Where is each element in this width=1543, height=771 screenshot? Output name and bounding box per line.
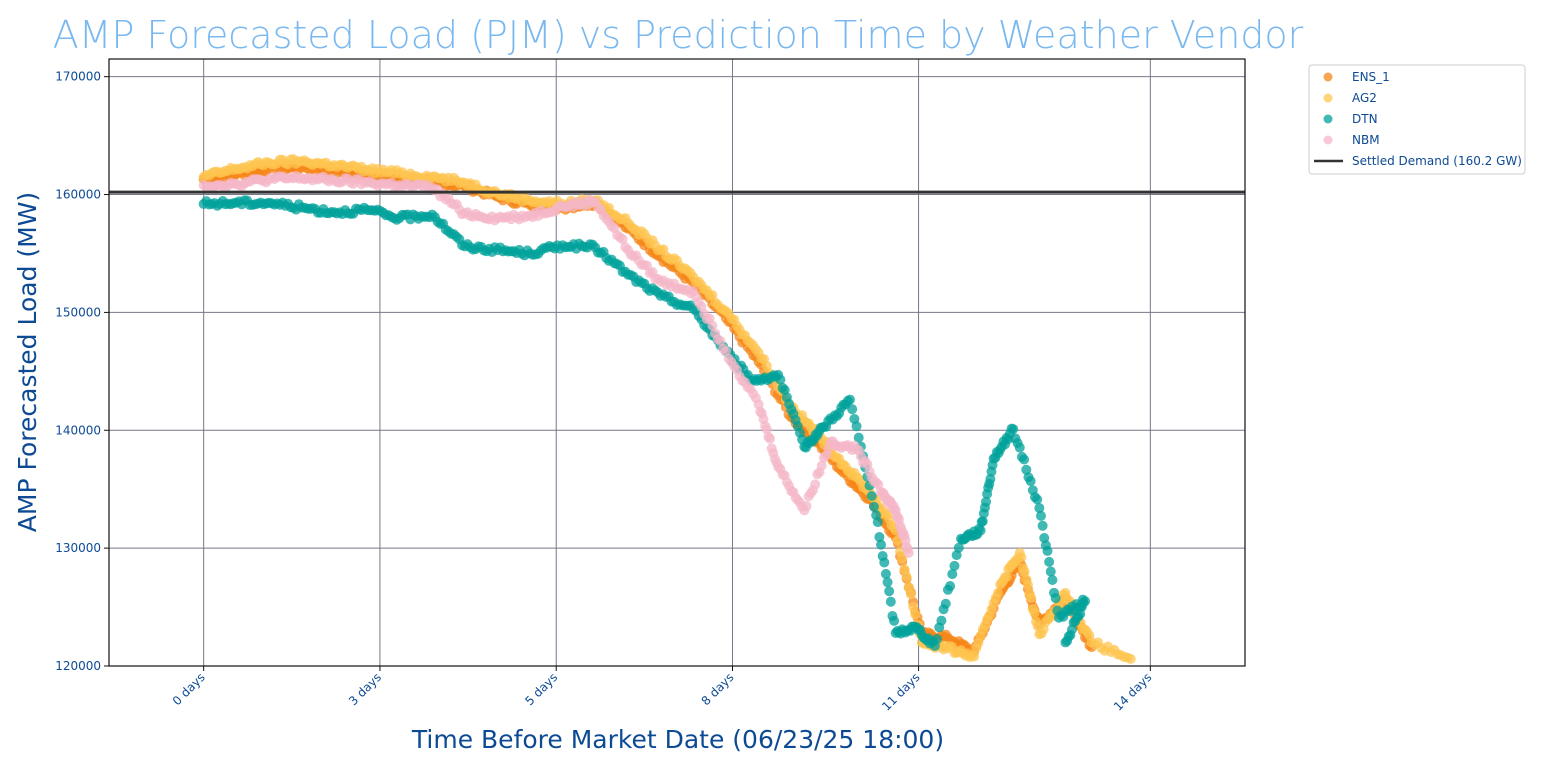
y-tick-label: 160000	[55, 188, 101, 202]
data-point	[1025, 476, 1036, 487]
data-point	[969, 651, 980, 662]
data-point	[981, 496, 992, 507]
data-point	[889, 615, 900, 626]
data-point	[874, 531, 885, 542]
data-point	[1021, 464, 1032, 475]
data-point	[975, 525, 986, 536]
data-point	[936, 615, 947, 626]
legend-label: ENS_1	[1352, 70, 1390, 84]
data-point	[851, 421, 862, 432]
data-point	[847, 404, 858, 415]
legend-label: DTN	[1352, 112, 1378, 126]
data-point	[1050, 593, 1061, 604]
data-point	[1026, 592, 1037, 603]
series-dtn	[198, 195, 1091, 651]
data-point	[853, 432, 864, 443]
data-point	[775, 374, 786, 385]
data-point	[1044, 556, 1055, 567]
data-point	[801, 501, 812, 512]
series-ag2	[198, 154, 1136, 664]
data-point	[1042, 545, 1053, 556]
data-point	[879, 557, 890, 568]
data-point	[866, 491, 877, 502]
data-point	[1060, 637, 1071, 648]
data-point	[882, 577, 893, 588]
y-axis-label: AMP Forecasted Load (MW)	[13, 192, 42, 532]
data-point	[707, 320, 718, 331]
data-point	[1016, 552, 1027, 563]
grid	[109, 59, 1245, 667]
data-point	[885, 596, 896, 607]
y-tick-label: 150000	[55, 305, 101, 319]
data-point	[845, 394, 856, 405]
data-point	[1022, 579, 1033, 590]
data-point	[992, 587, 1003, 598]
data-point	[1034, 503, 1045, 514]
data-point	[715, 336, 726, 347]
legend-box	[1308, 64, 1526, 175]
data-point	[868, 501, 879, 512]
legend: ENS_1 AG2 DTN NBM Settled Demand (160.2 GW)	[1308, 64, 1526, 175]
y-tick-label: 170000	[55, 70, 101, 84]
data-point	[880, 568, 891, 579]
data-point	[1008, 424, 1019, 435]
legend-marker	[1323, 72, 1333, 82]
data-point	[816, 460, 827, 471]
series-nbm	[198, 170, 914, 558]
y-tick-label: 120000	[55, 659, 101, 673]
x-tick-label: 5 days	[522, 670, 560, 708]
x-tick-label: 3 days	[346, 670, 384, 708]
data-points	[198, 154, 1136, 664]
data-point	[1019, 454, 1030, 465]
data-point	[1001, 572, 1012, 583]
y-axis: 120000 130000 140000 150000 160000 170000	[55, 70, 109, 673]
data-point	[897, 553, 908, 564]
data-point	[1047, 574, 1058, 585]
data-point	[905, 589, 916, 600]
data-point	[945, 581, 956, 592]
x-tick-label: 0 days	[170, 670, 208, 708]
data-point	[949, 560, 960, 571]
data-point	[884, 586, 895, 597]
data-point	[1029, 607, 1040, 618]
data-point	[985, 473, 996, 484]
legend-label: NBM	[1352, 133, 1380, 147]
data-point	[947, 569, 958, 580]
legend-label: AG2	[1352, 91, 1377, 105]
x-tick-label: 11 days	[879, 670, 922, 713]
data-point	[901, 571, 912, 582]
data-point	[1014, 442, 1025, 453]
data-point	[810, 479, 821, 490]
data-point	[1032, 494, 1043, 505]
x-axis-label: Time Before Market Date (06/23/25 18:00)	[411, 725, 944, 754]
x-axis: 0 days 3 days 5 days 8 days 11 days 14 days	[170, 666, 1154, 714]
data-point	[977, 516, 988, 527]
data-point	[1125, 653, 1136, 664]
x-tick-label: 8 days	[699, 670, 737, 708]
y-tick-label: 130000	[55, 541, 101, 555]
legend-marker	[1323, 114, 1333, 124]
data-point	[932, 634, 943, 645]
data-point	[761, 424, 772, 435]
legend-marker	[1323, 93, 1333, 103]
plot-area	[108, 58, 1246, 667]
data-point	[872, 517, 883, 528]
x-tick-label: 14 days	[1111, 670, 1154, 713]
legend-marker	[1323, 135, 1333, 145]
legend-label: Settled Demand (160.2 GW)	[1352, 154, 1522, 168]
data-point	[903, 547, 914, 558]
data-point	[1019, 566, 1030, 577]
data-point	[940, 598, 951, 609]
chart-title: AMP Forecasted Load (PJM) vs Prediction …	[53, 13, 1304, 57]
data-point	[876, 539, 887, 550]
data-point	[617, 234, 628, 245]
data-point	[910, 609, 921, 620]
y-tick-label: 140000	[55, 423, 101, 437]
data-point	[765, 433, 776, 444]
data-point	[1045, 566, 1056, 577]
data-point	[1037, 520, 1048, 531]
data-point	[1035, 510, 1046, 521]
data-point	[953, 542, 964, 553]
